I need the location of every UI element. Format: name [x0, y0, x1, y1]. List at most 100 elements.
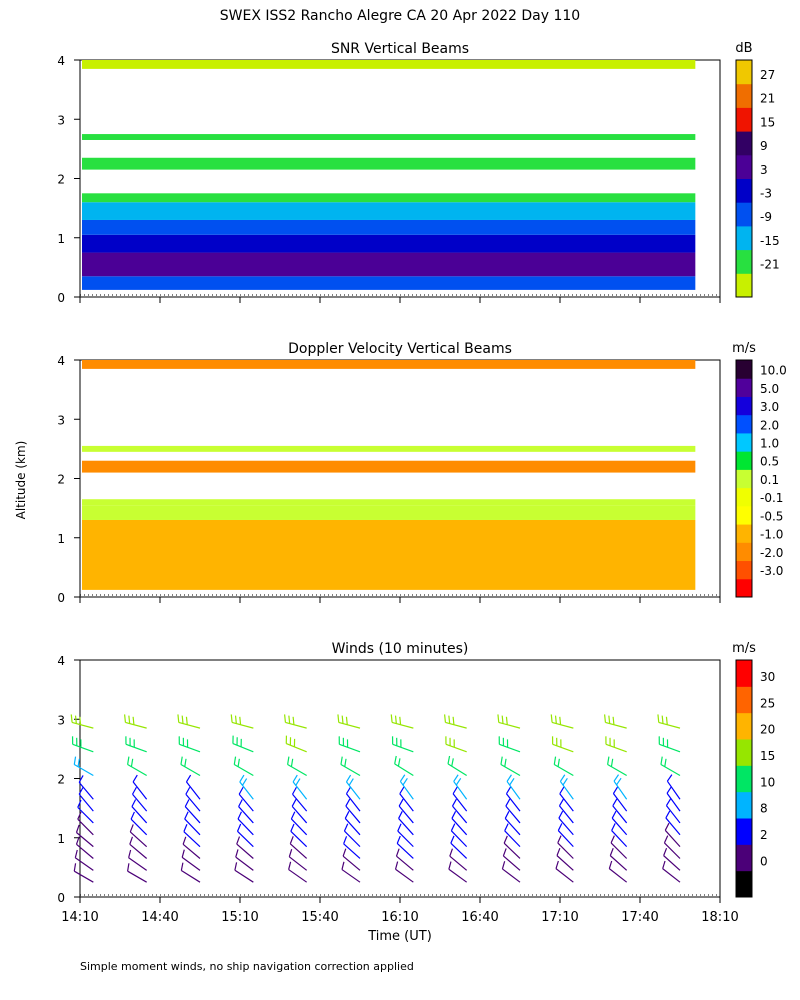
- wind-barb-flag: [557, 758, 560, 767]
- wind-barb-flag: [181, 715, 184, 724]
- plot-frame: [79, 659, 721, 898]
- wind-barb-flag: [235, 849, 239, 858]
- wind-barb-staff: [396, 855, 414, 871]
- wind-barb-staff: [557, 830, 574, 848]
- snr-layer-1: [82, 252, 696, 277]
- wind-barb-flag: [184, 811, 189, 820]
- wind-barb-flag: [505, 716, 508, 725]
- velocity-colorbar-swatch: [736, 378, 752, 397]
- wind-barb-staff: [236, 843, 254, 859]
- wind-barb-flag: [233, 756, 237, 765]
- y-tick-label: 1: [57, 532, 65, 546]
- velocity-colorbar-swatch: [736, 560, 752, 580]
- wind-barb-staff: [180, 764, 201, 777]
- velocity-colorbar-label: 0.5: [760, 455, 779, 469]
- winds-colorbar-label: 0: [760, 854, 768, 868]
- wind-barb-flag: [662, 860, 666, 869]
- wind-barb-flag: [664, 758, 667, 767]
- wind-barb-flag: [292, 786, 297, 795]
- y-tick-label: 0: [57, 291, 65, 305]
- winds-colorbar-label: 25: [760, 696, 775, 710]
- wind-barb-staff: [500, 764, 521, 777]
- wind-barb-staff: [453, 781, 468, 800]
- wind-barb-staff: [555, 868, 574, 883]
- wind-barb-flag: [450, 823, 456, 832]
- wind-barb-flag: [78, 786, 84, 795]
- wind-barb-flag: [502, 848, 507, 857]
- snr-layer-3: [82, 219, 696, 235]
- wind-barb-staff: [399, 781, 414, 800]
- y-tick-label: 2: [57, 773, 65, 787]
- wind-barb-flag: [288, 715, 291, 724]
- wind-barb-flag: [394, 755, 397, 764]
- wind-barb-staff: [666, 792, 681, 812]
- figure-title: SWEX ISS2 Rancho Alegre CA 20 Apr 2022 D…: [220, 8, 580, 24]
- wind-barb-staff: [343, 843, 361, 859]
- wind-barb-flag: [75, 824, 80, 833]
- velocity-colorbar-swatch: [736, 451, 752, 470]
- wind-barb-staff: [609, 855, 628, 871]
- wind-barb-flag: [394, 861, 399, 870]
- wind-barb-flag: [444, 714, 447, 723]
- wind-barb-flag: [344, 758, 347, 767]
- wind-barb-flag: [343, 823, 349, 832]
- wind-barb-flag: [287, 756, 290, 765]
- wind-barb-staff: [340, 764, 361, 777]
- wind-barb-flag: [342, 848, 347, 857]
- wind-barb-flag: [611, 810, 617, 819]
- wind-barb-staff: [504, 830, 521, 848]
- x-tick-label: 17:10: [541, 910, 578, 925]
- wind-barb-flag: [610, 758, 614, 767]
- velocity-layer-1: [82, 505, 696, 520]
- wind-barb-flag: [337, 714, 340, 723]
- winds-colorbar-swatch: [736, 660, 752, 687]
- snr-colorbar-swatch: [736, 154, 752, 179]
- snr-colorbar-swatch: [736, 83, 752, 108]
- wind-barb-flag: [290, 811, 296, 820]
- wind-barb-flag: [241, 778, 248, 786]
- velocity-layer-2: [82, 499, 696, 506]
- velocity-colorbar-label: 0.1: [760, 473, 779, 487]
- wind-barb-staff: [129, 843, 148, 859]
- wind-barb-staff: [659, 743, 681, 753]
- snr-units: dB: [735, 41, 752, 56]
- x-tick-label: 16:10: [381, 910, 418, 925]
- wind-barb-flag: [504, 758, 507, 767]
- snr-colorbar-label: -9: [760, 210, 772, 224]
- wind-barb-flag: [557, 835, 562, 844]
- wind-barb-flag: [131, 799, 137, 807]
- winds-colorbar-swatch: [736, 765, 752, 793]
- wind-barb-staff: [445, 743, 467, 753]
- velocity-colorbar-label: -0.5: [760, 509, 783, 523]
- wind-barb-flag: [124, 714, 127, 723]
- wind-barb-staff: [125, 743, 147, 753]
- wind-barb-staff: [290, 818, 308, 836]
- footnote: Simple moment winds, no ship navigation …: [80, 960, 414, 973]
- wind-barb-staff: [449, 855, 468, 871]
- y-tick-label: 3: [57, 713, 65, 727]
- wind-barb-flag: [394, 715, 397, 724]
- velocity-colorbar-swatch: [736, 432, 752, 452]
- wind-barb-staff: [505, 793, 521, 812]
- wind-barb-staff: [344, 818, 361, 836]
- snr-colorbar-label: 9: [760, 139, 768, 153]
- wind-barb-staff: [342, 855, 361, 871]
- wind-barb-flag: [78, 775, 84, 783]
- wind-barb-flag: [504, 823, 509, 832]
- wind-barb-staff: [235, 856, 254, 871]
- y-tick-label: 0: [57, 591, 65, 605]
- wind-barb-staff: [181, 856, 201, 871]
- velocity-colorbar: 10.0 5.0 3.0 2.0 1.0 0.5 0.1 -0.1 -0.5 -1.0 -2.0 -3…: [735, 359, 787, 598]
- velocity-colorbar-swatch: [736, 414, 752, 434]
- wind-barb-staff: [611, 830, 628, 848]
- wind-barb-staff: [553, 764, 574, 777]
- y-tick-label: 2: [57, 173, 65, 187]
- wind-barb-flag: [398, 811, 403, 819]
- wind-barb-staff: [505, 805, 521, 824]
- wind-barb-staff: [238, 806, 254, 824]
- velocity-layer-4: [82, 445, 696, 452]
- wind-barb-staff: [605, 721, 627, 729]
- wind-barb-flag: [180, 862, 184, 871]
- wind-barb-staff: [498, 721, 521, 729]
- wind-barb-staff: [345, 793, 361, 812]
